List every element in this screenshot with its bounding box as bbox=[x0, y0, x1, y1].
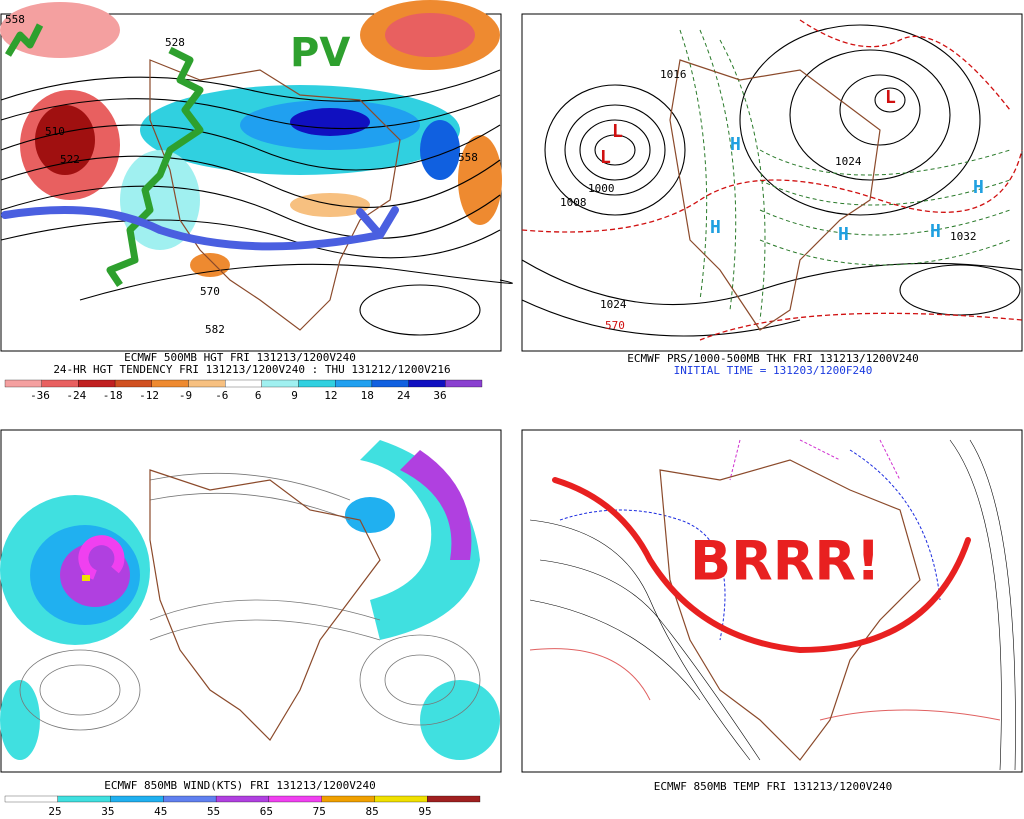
colorbar-label: 18 bbox=[361, 389, 374, 402]
caption: ECMWF PRS/1000-500MB THK FRI 131213/1200… bbox=[627, 352, 918, 365]
coastline bbox=[669, 59, 881, 331]
colorbar-swatch bbox=[268, 795, 322, 803]
colorbar-label: 65 bbox=[260, 805, 273, 818]
map-frame bbox=[521, 429, 1023, 773]
colorbar-swatch bbox=[427, 795, 481, 803]
colorbar-label: -24 bbox=[66, 389, 86, 402]
colorbar-label: -12 bbox=[139, 389, 159, 402]
pressure-contours bbox=[521, 24, 1023, 337]
colorbar: -36 -24 -18 -12 -9 -6 6 9 12 18 24 36 bbox=[4, 379, 483, 402]
height-contours bbox=[0, 69, 513, 336]
hand-drawn-line bbox=[4, 23, 204, 287]
colorbar-swatch bbox=[4, 795, 58, 803]
colorbar-label: -6 bbox=[215, 389, 228, 402]
annotation: BRRR! bbox=[690, 530, 881, 593]
contour-label: 1024 bbox=[600, 298, 627, 311]
contour-label: 528 bbox=[165, 36, 185, 49]
contour-label: 570 bbox=[605, 319, 625, 332]
colorbar-swatch bbox=[225, 379, 262, 388]
colorbar-label: 95 bbox=[418, 805, 431, 818]
low-label: L bbox=[600, 147, 611, 168]
high-label: H bbox=[930, 221, 941, 242]
colorbar-swatch bbox=[110, 795, 164, 803]
caption: 24-HR HGT TENDENCY FRI 131213/1200V240 :… bbox=[53, 363, 450, 376]
colorbar-label: 25 bbox=[48, 805, 61, 818]
colorbar-swatch bbox=[374, 795, 428, 803]
colorbar-swatch bbox=[261, 379, 299, 388]
high-label: H bbox=[730, 134, 741, 155]
colorbar-swatch bbox=[151, 379, 189, 388]
colorbar-swatch bbox=[78, 379, 116, 388]
colorbar: 25 35 45 55 65 75 85 95 bbox=[4, 795, 481, 818]
colorbar-swatch bbox=[445, 379, 483, 388]
colorbar-label: 45 bbox=[154, 805, 167, 818]
hand-drawn-arrow bbox=[1, 206, 399, 251]
colorbar-swatch bbox=[321, 795, 375, 803]
panel-wind: ECMWF 850MB WIND(KTS) FRI 131213/1200V24… bbox=[0, 429, 502, 818]
caption: INITIAL TIME = 131203/1200F240 bbox=[674, 364, 873, 377]
colorbar-label: 35 bbox=[101, 805, 114, 818]
contour-label: 510 bbox=[45, 125, 65, 138]
low-label: L bbox=[612, 121, 623, 142]
colorbar-label: 9 bbox=[291, 389, 298, 402]
colorbar-label: -9 bbox=[179, 389, 192, 402]
contour-label: 558 bbox=[5, 13, 25, 26]
contour-label: 522 bbox=[60, 153, 80, 166]
colorbar-label: 6 bbox=[255, 389, 262, 402]
low-label: L bbox=[885, 87, 896, 108]
contour-label: 1008 bbox=[560, 196, 587, 209]
map-frame bbox=[521, 13, 1023, 352]
colorbar-label: 55 bbox=[207, 805, 220, 818]
colorbar-label: 24 bbox=[397, 389, 411, 402]
colorbar-swatch bbox=[188, 379, 226, 388]
colorbar-label: 85 bbox=[366, 805, 379, 818]
contour-label: 558 bbox=[458, 151, 478, 164]
high-label: H bbox=[710, 217, 721, 238]
colorbar-swatch bbox=[114, 379, 152, 388]
coastline bbox=[659, 459, 921, 761]
pressure-centers: H H H H H L L L bbox=[600, 87, 984, 245]
wind-shading bbox=[0, 440, 500, 760]
contour-label: 570 bbox=[200, 285, 220, 298]
colorbar-swatch bbox=[4, 379, 42, 388]
colorbar-swatch bbox=[371, 379, 409, 388]
colorbar-label: 75 bbox=[313, 805, 326, 818]
high-label: H bbox=[838, 224, 849, 245]
contour-label: 582 bbox=[205, 323, 225, 336]
high-label: H bbox=[973, 177, 984, 198]
thickness-contours bbox=[521, 19, 1023, 341]
colorbar-label: 36 bbox=[433, 389, 446, 402]
colorbar-swatch bbox=[215, 795, 270, 803]
panel-500mb: PV 510 522 528 558 570 582 558 ECMWF 500… bbox=[0, 0, 513, 402]
colorbar-label: -36 bbox=[30, 389, 50, 402]
annotation: PV bbox=[290, 30, 350, 76]
contour-label: 1016 bbox=[660, 68, 687, 81]
colorbar-swatch bbox=[298, 379, 336, 388]
hand-drawn-arc bbox=[552, 477, 971, 654]
contour-label: 1032 bbox=[950, 230, 977, 243]
panel-pressure: H H H H H L L L 1000 1008 1016 1024 1024… bbox=[521, 13, 1023, 377]
coastline bbox=[149, 469, 381, 741]
colorbar-label: 12 bbox=[324, 389, 337, 402]
colorbar-swatch bbox=[335, 379, 373, 388]
temp-contours bbox=[529, 439, 1016, 771]
colorbar-swatch bbox=[57, 795, 111, 803]
colorbar-label: -18 bbox=[103, 389, 123, 402]
contour-label: 1000 bbox=[588, 182, 615, 195]
caption: ECMWF 850MB WIND(KTS) FRI 131213/1200V24… bbox=[104, 779, 376, 792]
caption: ECMWF 850MB TEMP FRI 131213/1200V240 bbox=[654, 780, 892, 793]
contour-label: 1024 bbox=[835, 155, 862, 168]
streamlines bbox=[19, 472, 481, 731]
colorbar-swatch bbox=[408, 379, 446, 388]
coastline bbox=[149, 59, 401, 331]
colorbar-swatch bbox=[163, 795, 217, 803]
caption: ECMWF 500MB HGT FRI 131213/1200V240 bbox=[124, 351, 356, 364]
panel-temp: BRRR! ECMWF 850MB TEMP FRI 131213/1200V2… bbox=[521, 429, 1023, 793]
colorbar-swatch bbox=[41, 379, 79, 388]
